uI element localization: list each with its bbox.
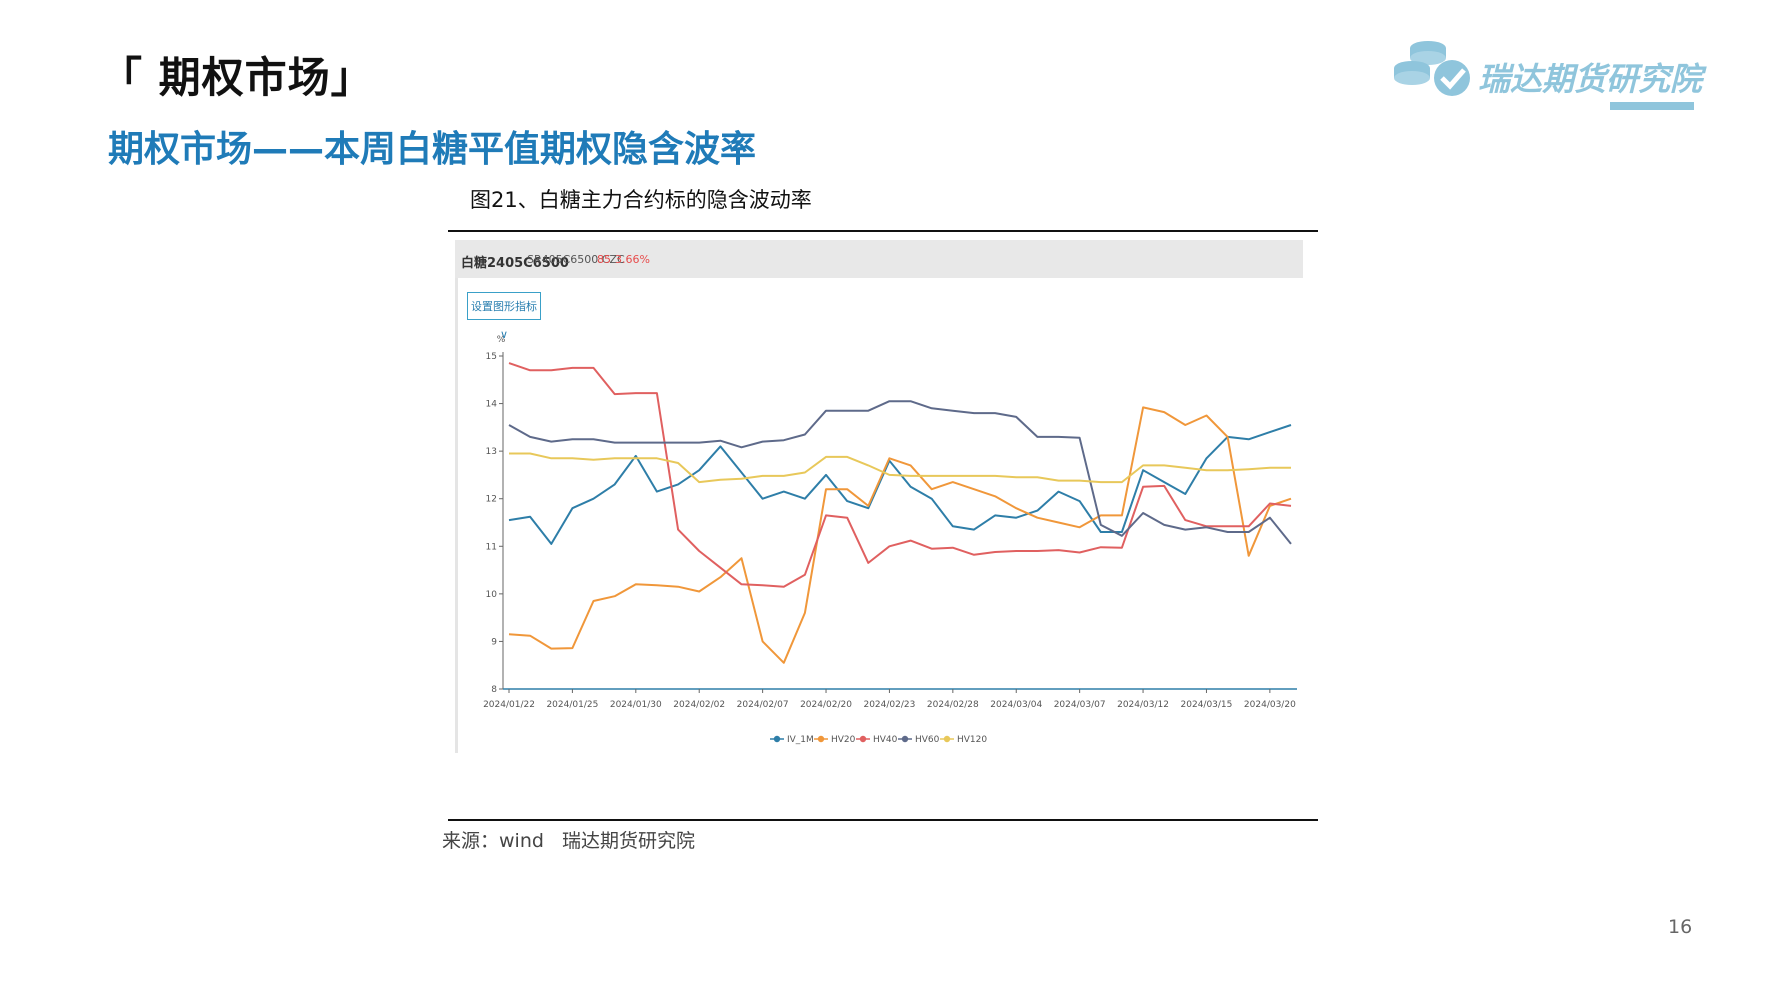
x-tick-label: 2024/03/04 bbox=[990, 700, 1042, 710]
series-line-iv-1m bbox=[508, 424, 1292, 545]
x-tick-label: 2024/03/20 bbox=[1244, 700, 1296, 710]
x-tick-label: 2024/02/20 bbox=[800, 700, 852, 710]
volatility-chart: % 8 9 10 11 12 13 14 15 2024/01/22 2024/01/25 2024/… bbox=[483, 335, 1297, 745]
legend-label-hv40: HV40 bbox=[873, 735, 898, 745]
figure-caption: 图21、白糖主力合约标的隐含波动率 bbox=[470, 188, 812, 212]
y-tick-label: 9 bbox=[491, 637, 497, 647]
y-tick-label: 14 bbox=[486, 400, 498, 410]
x-tick-label: 2024/02/23 bbox=[863, 700, 915, 710]
y-tick-label: 12 bbox=[486, 495, 497, 505]
chart-header: 白糖2405C6500 SR405C6500.CZC 85 3.66% bbox=[455, 240, 1303, 278]
y-tick-label: 10 bbox=[486, 590, 498, 600]
legend-label-hv120: HV120 bbox=[957, 735, 987, 745]
page-subtitle: 期权市场——本周白糖平值期权隐含波率 bbox=[108, 129, 757, 170]
page-number: 16 bbox=[1668, 916, 1693, 938]
chart-settings-button[interactable]: 设置图形指标 ∨ bbox=[467, 292, 541, 341]
legend-marker-hv40 bbox=[859, 735, 867, 743]
panel-left-border bbox=[455, 278, 458, 753]
logo-text: 瑞达期货研究院 bbox=[1478, 60, 1703, 98]
x-tick-label: 2024/03/15 bbox=[1181, 700, 1233, 710]
legend-marker-hv60 bbox=[901, 735, 909, 743]
y-tick-label: 11 bbox=[486, 542, 497, 552]
y-tick-label: 13 bbox=[486, 447, 497, 457]
legend-marker-iv-1m bbox=[773, 735, 781, 743]
series-line-hv60 bbox=[508, 400, 1292, 545]
x-tick-label: 2024/02/07 bbox=[737, 700, 789, 710]
x-tick-label: 2024/02/28 bbox=[927, 700, 979, 710]
legend-marker-hv120 bbox=[943, 735, 951, 743]
y-axis-unit-label: % bbox=[497, 335, 506, 345]
legend-label-hv20: HV20 bbox=[831, 735, 856, 745]
x-tick-label: 2024/01/25 bbox=[546, 700, 598, 710]
contract-name: 白糖2405C6500 bbox=[461, 256, 569, 271]
bottom-rule bbox=[448, 819, 1318, 821]
legend-label-iv-1m: IV_1M bbox=[787, 735, 814, 745]
coins-icon bbox=[1394, 41, 1470, 96]
x-tick-label: 2024/03/07 bbox=[1054, 700, 1106, 710]
y-tick-label: 8 bbox=[491, 685, 497, 695]
logo-underline bbox=[1610, 102, 1694, 110]
series-line-hv120 bbox=[509, 452, 1291, 484]
section-title: 「 期权市场」 bbox=[100, 53, 374, 102]
legend-marker-hv20 bbox=[817, 735, 825, 743]
source-note: 来源：wind 瑞达期货研究院 bbox=[442, 830, 696, 852]
series-line-hv40 bbox=[508, 362, 1292, 588]
contract-price: 85 bbox=[597, 253, 611, 266]
y-tick-label: 15 bbox=[486, 352, 497, 362]
contract-change-pct: 3.66% bbox=[615, 253, 650, 266]
x-tick-label: 2024/01/30 bbox=[610, 700, 662, 710]
logo: 瑞达期货研究院 bbox=[1390, 36, 1710, 112]
legend-label-hv60: HV60 bbox=[915, 735, 940, 745]
x-tick-label: 2024/03/12 bbox=[1117, 700, 1169, 710]
contract-code: SR405C6500.CZC bbox=[527, 253, 625, 266]
x-tick-label: 2024/02/02 bbox=[673, 700, 725, 710]
x-tick-label: 2024/01/22 bbox=[483, 700, 535, 710]
top-rule bbox=[448, 230, 1318, 232]
series-line-hv20 bbox=[508, 406, 1292, 664]
